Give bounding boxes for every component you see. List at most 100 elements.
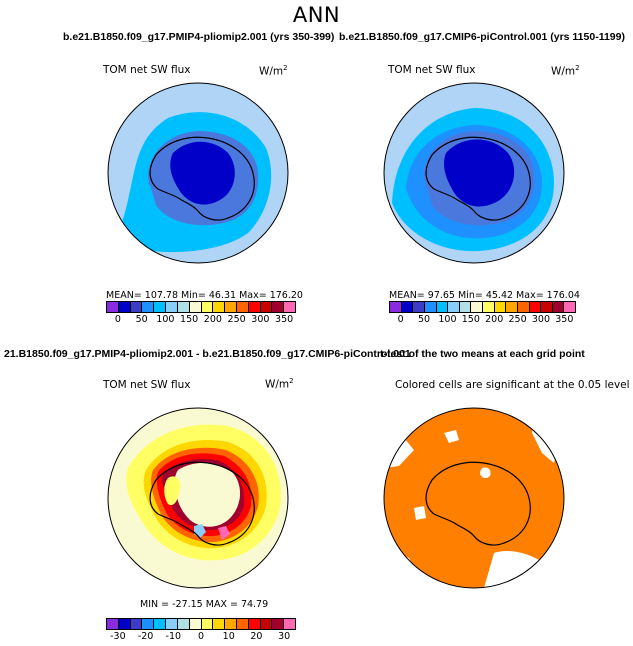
map-top-left (107, 82, 289, 264)
colorbar-cell (494, 302, 507, 312)
colorbar-cell (189, 619, 202, 629)
colorbar-tick-label: 30 (278, 631, 291, 642)
colorbar-tick-label: 200 (485, 314, 504, 325)
colorbar-cell (424, 302, 437, 312)
map-bottom-right (383, 407, 565, 589)
colorbar-tick-label: 150 (180, 314, 199, 325)
colorbar-cell (107, 619, 119, 629)
signif-fill (384, 408, 564, 588)
colorbar-cell (564, 302, 575, 312)
colorbar-cell (390, 302, 402, 312)
colorbar-tick-label: -30 (110, 631, 126, 642)
colorbar-cell (107, 302, 119, 312)
nonsignif-patch (414, 506, 426, 520)
colorbar-bottom-left (106, 618, 296, 630)
colorbar-cell (130, 302, 143, 312)
colorbar-tick-label: 300 (531, 314, 551, 325)
colorbar-tick-label: 350 (555, 314, 574, 325)
diff-pale-interior (174, 462, 241, 527)
colorbar-tick-label: 300 (251, 314, 270, 325)
colorbar-tick-label: 250 (227, 314, 246, 325)
colorbar-tick-label: -20 (137, 631, 154, 642)
colorbar-tick-label: 20 (250, 631, 263, 642)
colorbar-cell (552, 302, 565, 312)
nonsignif-patch (444, 430, 459, 443)
diff-yellow-patch (164, 476, 181, 506)
map-bottom-left (107, 407, 289, 589)
colorbar-tick-label: 0 (397, 314, 404, 325)
colorbar-tick-label: -10 (165, 631, 182, 642)
colorbar-cell (236, 619, 249, 629)
map-border (383, 407, 565, 589)
colorbar-cell (142, 619, 155, 629)
land-high (444, 139, 515, 207)
map-border (107, 407, 289, 589)
colorbar-tick-label: 0 (197, 631, 205, 642)
colorbar-cell (154, 619, 167, 629)
colorbar-cell (118, 302, 131, 312)
colorbar-ticks-top-right: 0 50 100 150 200 250 300 350 (389, 314, 576, 328)
field-label-bottom-right: Colored cells are significant at the 0.0… (395, 379, 630, 391)
field-label-top-left: TOM net SW flux (103, 64, 191, 76)
nonsignif-patch (480, 467, 491, 479)
colorbar-tick-label: 100 (438, 314, 457, 325)
colorbar-tick-label: 50 (418, 314, 431, 325)
colorbar-cell (166, 619, 178, 629)
colorbar-cell (142, 302, 155, 312)
field-label-bottom-left: TOM net SW flux (103, 379, 191, 391)
units-bottom-left: W/m2 (265, 377, 294, 391)
colorbar-cell (177, 302, 190, 312)
panel-title-bottom-right: t-test of the two means at each grid poi… (380, 348, 585, 360)
coastline (425, 461, 531, 546)
colorbar-cell (401, 302, 414, 312)
colorbar-tick-label: 0 (114, 314, 121, 325)
colorbar-cell (166, 302, 178, 312)
stats-top-left: MEAN= 107.78 Min= 46.31 Max= 176.20 (106, 290, 303, 301)
colorbar-cell (130, 619, 143, 629)
colorbar-cell (517, 302, 530, 312)
colorbar-tick-label: 10 (222, 631, 235, 642)
units-top-right: W/m2 (551, 64, 580, 78)
colorbar-tick-label: 350 (275, 314, 294, 325)
colorbar-ticks-top-left: 0 50 100 150 200 250 300 350 (106, 314, 296, 328)
colorbar-tick-label: 250 (508, 314, 527, 325)
colorbar-cell (154, 302, 167, 312)
stats-top-right: MEAN= 97.65 Min= 45.42 Max= 176.04 (389, 290, 580, 301)
colorbar-cell (529, 302, 542, 312)
colorbar-cell (260, 302, 273, 312)
land-high (170, 141, 235, 205)
map-top-right (383, 82, 565, 264)
colorbar-top-right (389, 301, 576, 313)
colorbar-cell (284, 619, 295, 629)
panel-title-top-right: b.e21.B1850.f09_g17.CMIP6-piControl.001 … (339, 31, 625, 43)
units-top-left: W/m2 (259, 64, 288, 78)
colorbar-cell (483, 302, 495, 312)
colorbar-cell (448, 302, 460, 312)
diff-pink-patch (218, 526, 230, 540)
colorbar-cell (413, 302, 425, 312)
colorbar-cell (118, 619, 131, 629)
colorbar-cell (272, 302, 285, 312)
colorbar-cell (541, 302, 553, 312)
colorbar-ticks-bottom-left: -30 -20 -10 0 10 20 30 (106, 631, 296, 645)
coastline (425, 136, 531, 221)
colorbar-cell (225, 619, 237, 629)
map-border (107, 82, 289, 264)
map-border (383, 82, 565, 264)
stats-bottom-left: MIN = -27.15 MAX = 74.79 (140, 599, 269, 610)
colorbar-cell (260, 619, 273, 629)
colorbar-cell (436, 302, 449, 312)
colorbar-cell (236, 302, 249, 312)
figure-title: ANN (292, 3, 341, 27)
colorbar-cell (213, 619, 226, 629)
panel-title-top-left: b.e21.B1850.f09_g17.PMIP4-pliomip2.001 (… (63, 31, 335, 43)
colorbar-cell (459, 302, 472, 312)
colorbar-tick-label: 200 (203, 314, 222, 325)
colorbar-top-left (106, 301, 296, 313)
colorbar-cell (471, 302, 483, 312)
colorbar-cell (248, 302, 261, 312)
colorbar-tick-label: 100 (156, 314, 175, 325)
nonsignif-patch (484, 551, 554, 588)
panel-title-bottom-left: 21.B1850.f09_g17.PMIP4-pliomip2.001 - b.… (4, 348, 411, 360)
coastline (149, 136, 255, 221)
